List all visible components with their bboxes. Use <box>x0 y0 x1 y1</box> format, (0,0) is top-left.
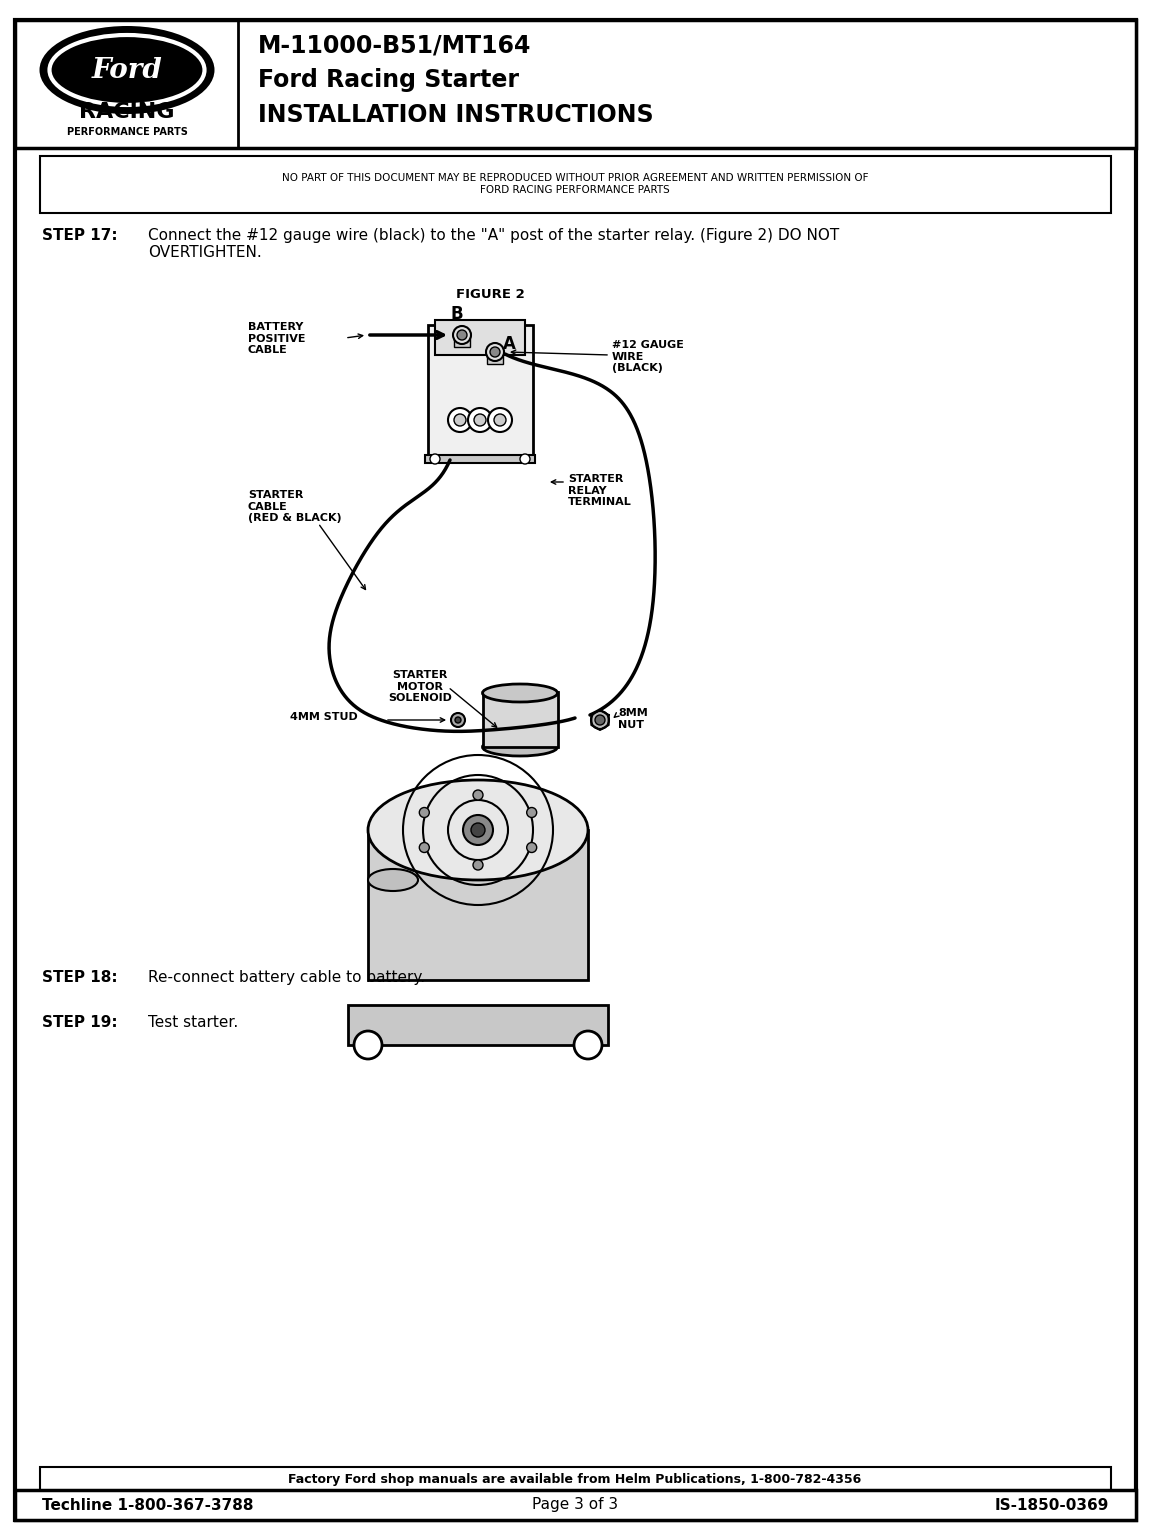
Circle shape <box>457 330 467 340</box>
Bar <box>483 692 558 747</box>
Circle shape <box>471 823 485 837</box>
Circle shape <box>595 715 605 725</box>
Circle shape <box>419 808 429 817</box>
Circle shape <box>463 815 493 845</box>
Text: IS-1850-0369: IS-1850-0369 <box>994 1498 1110 1513</box>
Bar <box>15 1490 1136 1519</box>
Bar <box>348 1005 608 1045</box>
Text: NO PART OF THIS DOCUMENT MAY BE REPRODUCED WITHOUT PRIOR AGREEMENT AND WRITTEN P: NO PART OF THIS DOCUMENT MAY BE REPRODUC… <box>282 173 868 194</box>
Text: 4MM STUD: 4MM STUD <box>290 711 358 722</box>
Bar <box>453 332 470 347</box>
Circle shape <box>451 713 465 727</box>
Circle shape <box>520 454 529 464</box>
Text: FIGURE 2: FIGURE 2 <box>456 288 525 301</box>
Bar <box>368 829 588 981</box>
Ellipse shape <box>368 780 588 880</box>
Circle shape <box>474 415 486 425</box>
Circle shape <box>455 718 462 724</box>
Text: STEP 17:: STEP 17: <box>41 228 117 243</box>
Text: STARTER
RELAY
TERMINAL: STARTER RELAY TERMINAL <box>567 474 632 508</box>
Text: STEP 18:: STEP 18: <box>41 970 117 985</box>
Circle shape <box>473 860 483 871</box>
Text: B: B <box>451 304 464 323</box>
Ellipse shape <box>39 26 214 115</box>
Ellipse shape <box>368 869 418 890</box>
Text: RACING: RACING <box>79 103 175 122</box>
Ellipse shape <box>49 35 205 106</box>
Circle shape <box>453 415 466 425</box>
Text: PERFORMANCE PARTS: PERFORMANCE PARTS <box>67 127 188 138</box>
Text: STEP 19:: STEP 19: <box>41 1014 117 1030</box>
Bar <box>428 324 533 454</box>
Circle shape <box>468 409 491 431</box>
Circle shape <box>590 711 609 728</box>
Text: Ford: Ford <box>92 57 162 84</box>
Circle shape <box>355 1031 382 1059</box>
Circle shape <box>473 789 483 800</box>
Bar <box>435 320 525 355</box>
Text: Re-connect battery cable to battery.: Re-connect battery cable to battery. <box>148 970 425 985</box>
Text: STARTER
CABLE
(RED & BLACK): STARTER CABLE (RED & BLACK) <box>247 490 342 523</box>
Bar <box>425 454 535 464</box>
Bar <box>487 349 503 364</box>
Text: Connect the #12 gauge wire (black) to the "A" post of the starter relay. (Figure: Connect the #12 gauge wire (black) to th… <box>148 228 839 260</box>
Text: Ford Racing Starter: Ford Racing Starter <box>258 67 519 92</box>
Circle shape <box>527 843 536 852</box>
Circle shape <box>453 326 471 344</box>
Circle shape <box>488 409 512 431</box>
Text: Techline 1-800-367-3788: Techline 1-800-367-3788 <box>41 1498 253 1513</box>
Text: Page 3 of 3: Page 3 of 3 <box>532 1498 618 1513</box>
Circle shape <box>419 843 429 852</box>
Bar <box>15 20 1136 148</box>
Circle shape <box>494 415 506 425</box>
Circle shape <box>527 808 536 817</box>
Text: 8MM
NUT: 8MM NUT <box>618 708 648 730</box>
Circle shape <box>448 409 472 431</box>
Ellipse shape <box>482 737 557 756</box>
Bar <box>40 156 1111 213</box>
Circle shape <box>490 347 500 356</box>
Text: INSTALLATION INSTRUCTIONS: INSTALLATION INSTRUCTIONS <box>258 103 654 127</box>
Text: A: A <box>503 335 516 353</box>
Circle shape <box>430 454 440 464</box>
Ellipse shape <box>482 684 557 702</box>
Circle shape <box>486 343 504 361</box>
Text: Test starter.: Test starter. <box>148 1014 238 1030</box>
Text: M-11000-B51/MT164: M-11000-B51/MT164 <box>258 34 532 57</box>
Text: STARTER
MOTOR
SOLENOID: STARTER MOTOR SOLENOID <box>388 670 452 704</box>
Text: #12 GAUGE
WIRE
(BLACK): #12 GAUGE WIRE (BLACK) <box>612 340 684 373</box>
Text: BATTERY
POSITIVE
CABLE: BATTERY POSITIVE CABLE <box>247 321 305 355</box>
Text: Factory Ford shop manuals are available from Helm Publications, 1-800-782-4356: Factory Ford shop manuals are available … <box>289 1472 862 1486</box>
Bar <box>40 1467 1111 1492</box>
Circle shape <box>574 1031 602 1059</box>
